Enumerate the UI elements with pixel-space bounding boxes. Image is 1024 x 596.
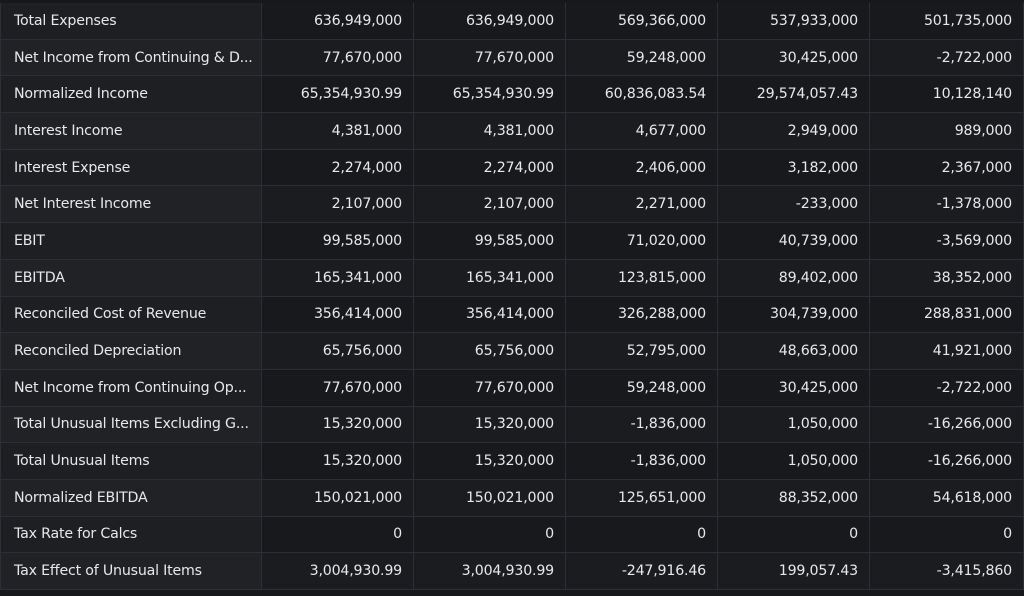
table-cell: -1,836,000 [566, 406, 718, 444]
table-cell: 2,274,000 [414, 149, 566, 187]
row-label: Interest Income [0, 113, 262, 150]
table-cell: 88,352,000 [718, 479, 870, 517]
row-label: EBITDA [0, 259, 262, 297]
table-cell: 3,182,000 [718, 149, 870, 187]
table-cell: 3,004,930.99 [262, 553, 414, 590]
table-cell: 304,739,000 [718, 296, 870, 334]
table-cell: 65,756,000 [414, 333, 566, 370]
table-cell: 2,107,000 [414, 186, 566, 224]
table-cell: -16,266,000 [870, 443, 1024, 480]
row-label: Reconciled Cost of Revenue [0, 296, 262, 334]
table-cell: 199,057.43 [718, 553, 870, 590]
table-cell: 123,815,000 [566, 259, 718, 297]
table-cell: 48,663,000 [718, 333, 870, 370]
table-cell: 60,836,083.54 [566, 76, 718, 114]
table-cell: 65,354,930.99 [414, 76, 566, 114]
table-cell: 636,949,000 [262, 3, 414, 40]
table-cell: 125,651,000 [566, 479, 718, 517]
table-cell: 77,670,000 [414, 369, 566, 407]
table-cell: 30,425,000 [718, 369, 870, 407]
table-cell: -247,916.46 [566, 553, 718, 590]
table-cell: 71,020,000 [566, 223, 718, 260]
row-label: Net Income from Continuing & D... [0, 39, 262, 77]
table-cell: 99,585,000 [262, 223, 414, 260]
table-cell: 40,739,000 [718, 223, 870, 260]
table-cell: -16,266,000 [870, 406, 1024, 444]
table-cell: 2,274,000 [262, 149, 414, 187]
row-label: Interest Expense [0, 149, 262, 187]
table-cell: 15,320,000 [414, 443, 566, 480]
table-cell: 326,288,000 [566, 296, 718, 334]
table-cell: -3,415,860 [870, 553, 1024, 590]
table-cell: 59,248,000 [566, 369, 718, 407]
row-label: Total Unusual Items Excluding G... [0, 406, 262, 444]
table-cell: 59,248,000 [566, 39, 718, 77]
table-cell: 0 [718, 516, 870, 554]
table-cell: 77,670,000 [262, 369, 414, 407]
row-label: Normalized Income [0, 76, 262, 114]
table-cell: 356,414,000 [262, 296, 414, 334]
table-cell: 636,949,000 [414, 3, 566, 40]
table-cell: 41,921,000 [870, 333, 1024, 370]
table-cell: 4,381,000 [414, 113, 566, 150]
row-label: Tax Rate for Calcs [0, 516, 262, 554]
table-cell: 501,735,000 [870, 3, 1024, 40]
table-cell: 150,021,000 [414, 479, 566, 517]
row-label: Normalized EBITDA [0, 479, 262, 517]
row-label: Reconciled Depreciation [0, 333, 262, 370]
table-cell: 30,425,000 [718, 39, 870, 77]
row-label: Total Unusual Items [0, 443, 262, 480]
table-cell: 99,585,000 [414, 223, 566, 260]
table-cell: 15,320,000 [414, 406, 566, 444]
table-cell: 2,406,000 [566, 149, 718, 187]
table-cell: 77,670,000 [414, 39, 566, 77]
table-cell: -3,569,000 [870, 223, 1024, 260]
table-cell: -1,836,000 [566, 443, 718, 480]
table-cell: 2,107,000 [262, 186, 414, 224]
table-cell: 1,050,000 [718, 406, 870, 444]
table-cell: 989,000 [870, 113, 1024, 150]
table-cell: 4,381,000 [262, 113, 414, 150]
table-cell: 29,574,057.43 [718, 76, 870, 114]
row-label: Net Income from Continuing Op... [0, 369, 262, 407]
table-cell: 54,618,000 [870, 479, 1024, 517]
row-label: Tax Effect of Unusual Items [0, 553, 262, 590]
table-cell: 2,271,000 [566, 186, 718, 224]
table-cell: 0 [262, 516, 414, 554]
table-cell: 38,352,000 [870, 259, 1024, 297]
table-cell: 0 [870, 516, 1024, 554]
table-cell: 15,320,000 [262, 443, 414, 480]
table-cell: 1,050,000 [718, 443, 870, 480]
table-cell: 150,021,000 [262, 479, 414, 517]
table-cell: 65,354,930.99 [262, 76, 414, 114]
table-cell: 52,795,000 [566, 333, 718, 370]
table-cell: 65,756,000 [262, 333, 414, 370]
table-cell: 0 [566, 516, 718, 554]
financials-table: Total Expenses 636,949,000 636,949,000 5… [0, 3, 1024, 596]
table-cell: 3,004,930.99 [414, 553, 566, 590]
row-label: Total Expenses [0, 3, 262, 40]
row-label: EBIT [0, 223, 262, 260]
table-cell: 537,933,000 [718, 3, 870, 40]
table-cell: 0 [414, 516, 566, 554]
table-cell: -233,000 [718, 186, 870, 224]
table-cell: 4,677,000 [566, 113, 718, 150]
table-cell: 569,366,000 [566, 3, 718, 40]
row-label: Net Interest Income [0, 186, 262, 224]
table-cell: 288,831,000 [870, 296, 1024, 334]
table-cell: 10,128,140 [870, 76, 1024, 114]
table-cell: 89,402,000 [718, 259, 870, 297]
table-cell: 165,341,000 [414, 259, 566, 297]
table-cell: 15,320,000 [262, 406, 414, 444]
table-cell: -2,722,000 [870, 39, 1024, 77]
table-cell: 356,414,000 [414, 296, 566, 334]
table-cell: -2,722,000 [870, 369, 1024, 407]
table-cell: 165,341,000 [262, 259, 414, 297]
table-cell: 2,949,000 [718, 113, 870, 150]
table-cell: 2,367,000 [870, 149, 1024, 187]
table-cell: -1,378,000 [870, 186, 1024, 224]
table-cell: 77,670,000 [262, 39, 414, 77]
